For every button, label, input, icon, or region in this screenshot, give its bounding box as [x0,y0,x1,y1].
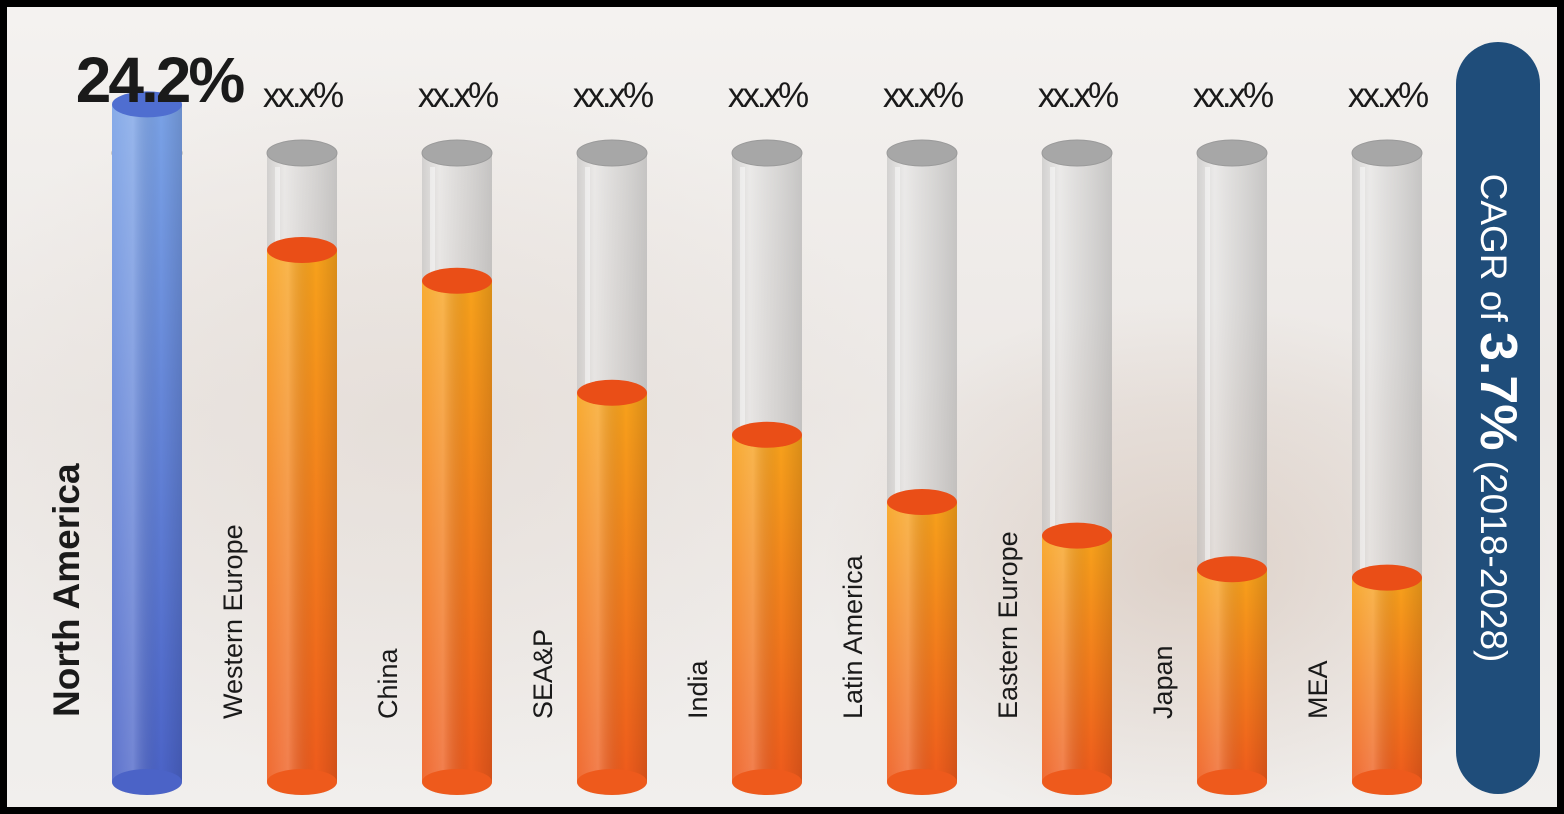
category-label: India [683,659,713,719]
tube-1: 24.2% North America [46,44,247,795]
value-label: 24.2% [76,44,245,116]
bar-top [112,91,182,118]
tube-rim [886,139,958,167]
tube-rim [1196,139,1268,167]
bar-bottom [1197,769,1267,795]
value-label: xx.x% [728,76,808,115]
cagr-prefix: CAGR of [1473,173,1514,322]
category-label: Japan [1148,645,1178,719]
value-label: xx.x% [263,76,343,115]
tube-9: xx.x% MEA [1303,76,1431,795]
value-label: xx.x% [1038,76,1118,115]
bar-shade [267,250,337,782]
tube-rim [266,139,338,167]
bar-bottom [1352,769,1422,795]
bar-shade [422,280,492,782]
cagr-value: 3.7% [1469,331,1527,451]
bar-top [1042,522,1112,549]
tube-rim [421,139,493,167]
bar-shade [112,104,182,782]
value-label: xx.x% [883,76,963,115]
tube-8: xx.x% Japan [1148,76,1276,795]
tube-6: xx.x% Latin America [838,76,966,795]
bar-top [1352,564,1422,591]
category-label: Latin America [838,554,868,719]
cagr-period: (2018-2028) [1473,460,1514,663]
tube-4: xx.x% SEA&P [528,76,656,795]
tube-7: xx.x% Eastern Europe [993,76,1121,795]
tube-rim [576,139,648,167]
bar-bottom [422,769,492,795]
tube-rim [1351,139,1423,167]
bar-shade [732,434,802,782]
bar-top [732,421,802,448]
bar-top [577,379,647,406]
bar-bottom [732,769,802,795]
bar-shade [1352,577,1422,782]
category-label: China [373,647,403,719]
bar-bottom [112,769,182,795]
cagr-badge: CAGR of 3.7% (2018-2028) [1456,42,1540,794]
tube-glint [1050,167,1055,766]
value-label: xx.x% [1348,76,1428,115]
value-label: xx.x% [573,76,653,115]
tube-rim [1041,139,1113,167]
bar-top [267,237,337,263]
bar-bottom [1042,769,1112,795]
tube-glint [1205,167,1210,766]
category-label: SEA&P [528,629,558,719]
bar-top [1197,556,1267,583]
bar-shade [577,392,647,782]
tube-3: xx.x% China [373,76,501,795]
tube-5: xx.x% India [683,76,811,795]
bar-shade [887,502,957,782]
bar-bottom [577,769,647,795]
bar-top [887,489,957,515]
bar-top [422,267,492,294]
category-label: Western Europe [218,524,248,719]
category-label: MEA [1303,660,1333,719]
category-label: North America [46,463,87,717]
category-label: Eastern Europe [993,531,1023,719]
bar-bottom [887,769,957,795]
tube-rim [731,139,803,167]
value-label: xx.x% [418,76,498,115]
cagr-text: CAGR of 3.7% (2018-2028) [1469,173,1527,663]
value-label: xx.x% [1193,76,1273,115]
bar-shade [1042,535,1112,782]
tube-2: xx.x% Western Europe [218,76,346,795]
tube-glint [895,167,900,766]
bar-shade [1197,569,1267,782]
tube-glint [1360,167,1365,766]
bar-bottom [267,769,337,795]
